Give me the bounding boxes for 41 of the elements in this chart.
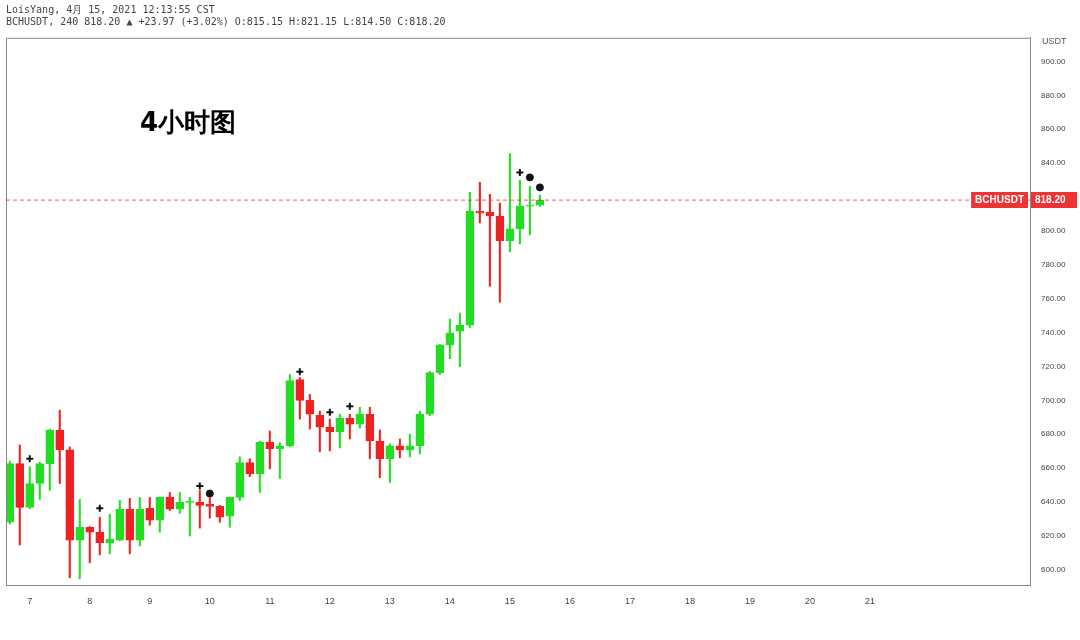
y-tick-label: 780.00	[1041, 260, 1067, 270]
y-tick-label: 860.00	[1041, 124, 1067, 134]
text: BCHUSDT, 240 818.20 ▲ +23.97 (+3.02%) O:815.15 H:821.15 L:814.50 C:818.20	[6, 16, 446, 27]
y-axis-title: USDT	[1042, 36, 1067, 46]
x-tick-label: 20	[804, 595, 815, 606]
y-tick-label: 900.00	[1041, 56, 1067, 66]
x-tick-label: 19	[744, 595, 755, 606]
y-tick-label: 680.00	[1041, 429, 1067, 439]
candlestick	[525, 186, 535, 236]
x-tick-label: 12	[324, 595, 335, 606]
x-tick-label: 16	[564, 595, 575, 606]
point	[205, 489, 214, 498]
text: LoisYang, 4月 15, 2021 12:13:55 CST	[6, 3, 215, 17]
y-tick-label: 800.00	[1041, 226, 1067, 236]
x-tick-label: 15	[504, 595, 515, 606]
ref-line-label: 818.20	[1035, 193, 1067, 205]
y-tick-label: 740.00	[1041, 327, 1067, 337]
y-tick-label: 760.00	[1041, 293, 1067, 303]
x-tick-label: 8	[87, 595, 93, 606]
x-tick-label: 13	[384, 595, 395, 606]
annotation: BCHUSDT	[975, 193, 1024, 205]
x-tick-label: 7	[27, 595, 33, 606]
y-tick-label: 840.00	[1041, 158, 1067, 168]
x-tick-label: 21	[864, 595, 875, 606]
y-tick-label: 660.00	[1041, 463, 1067, 473]
x-tick-label: 11	[265, 595, 275, 606]
candlestick	[185, 497, 195, 537]
y-tick-label: 700.00	[1041, 395, 1067, 405]
y-tick-label: 620.00	[1041, 531, 1067, 541]
point	[525, 173, 534, 182]
y-tick-label: 640.00	[1041, 497, 1067, 507]
x-tick-label: 10	[204, 595, 215, 606]
y-tick-label: 720.00	[1041, 361, 1067, 371]
text: 4小时图	[140, 106, 237, 139]
x-tick-label: 18	[684, 595, 695, 606]
x-tick-label: 14	[444, 595, 455, 606]
y-tick-label: 880.00	[1041, 90, 1067, 100]
y-tick-label: 600.00	[1041, 564, 1067, 574]
point	[535, 183, 544, 192]
x-tick-label: 9	[147, 595, 153, 606]
x-tick-label: 17	[624, 595, 635, 606]
